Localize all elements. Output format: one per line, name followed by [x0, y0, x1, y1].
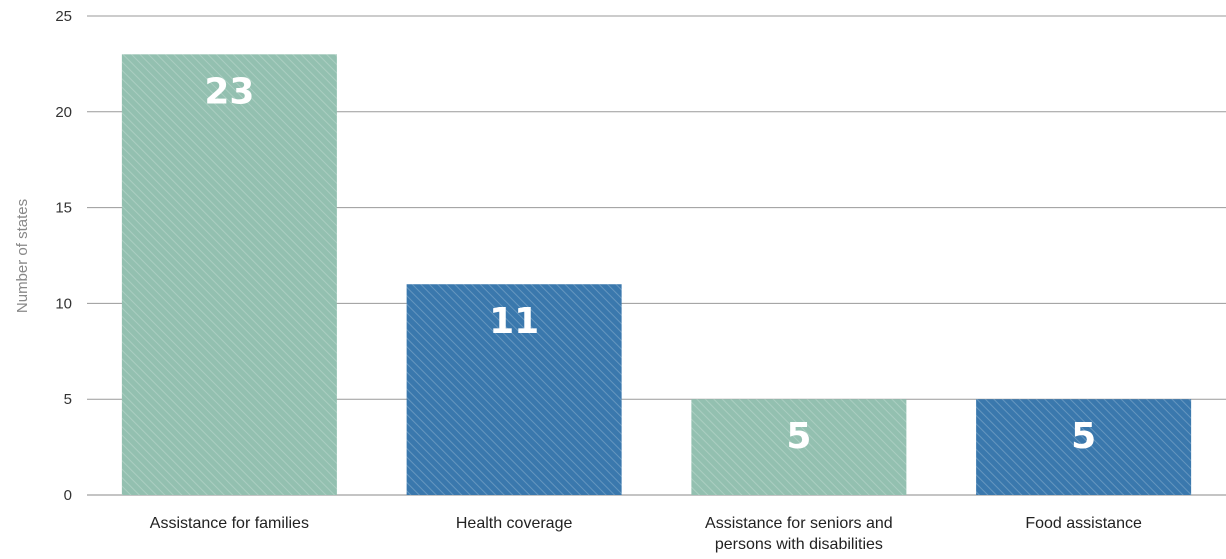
bar-hatch-2	[691, 399, 907, 495]
y-tick-label: 15	[55, 200, 72, 217]
x-tick-label: Health coverage	[456, 515, 573, 532]
bar-hatch-0	[121, 54, 337, 495]
data-label-1: 11	[489, 301, 539, 342]
y-tick-label: 25	[55, 8, 72, 25]
x-tick-label: persons with disabilities	[715, 536, 883, 553]
bars: 23 11 5 5	[121, 54, 1192, 495]
y-tick-label: 5	[64, 391, 72, 408]
bar-hatch-3	[976, 399, 1192, 495]
y-tick-label: 0	[64, 487, 72, 504]
y-axis-label: Number of states	[14, 199, 31, 313]
x-category-labels: Assistance for families Health coverage As…	[150, 515, 1142, 553]
y-tick-label: 20	[55, 104, 72, 121]
data-label-3: 5	[1071, 416, 1096, 457]
x-tick-label: Assistance for seniors and	[705, 515, 893, 532]
y-tick-labels: 0 5 10 15 20 25	[55, 8, 72, 504]
y-tick-label: 10	[55, 295, 72, 312]
x-tick-label: Food assistance	[1025, 515, 1142, 532]
x-tick-label: Assistance for families	[150, 515, 309, 532]
bar-hatch-1	[406, 284, 622, 495]
data-label-2: 5	[786, 416, 811, 457]
data-label-0: 23	[204, 71, 254, 112]
